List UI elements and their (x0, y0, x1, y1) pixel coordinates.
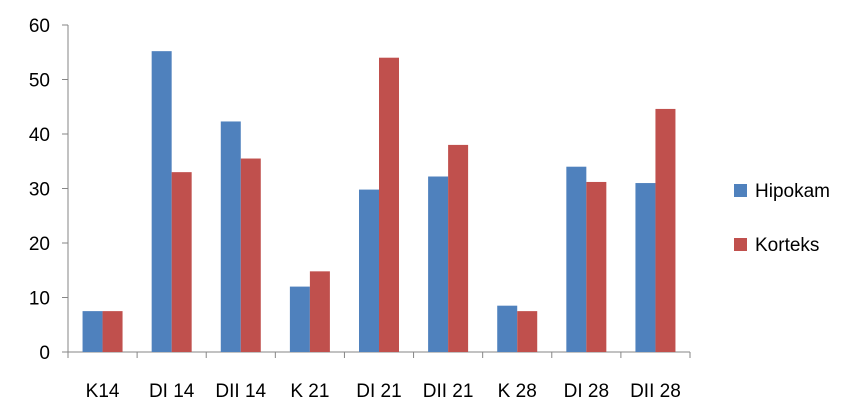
bar-korteks-1 (171, 172, 192, 352)
bar-korteks-0 (102, 311, 123, 352)
legend-swatch-korteks (734, 238, 747, 251)
bar-korteks-4 (379, 57, 399, 352)
legend-label-hipokam: Hipokam (755, 181, 830, 202)
y-tick-label: 40 (29, 125, 50, 146)
bar-korteks-5 (448, 144, 469, 352)
x-tick-label: K 21 (290, 381, 329, 402)
bar-hipokam-8 (635, 183, 656, 352)
bar-hipokam-6 (497, 305, 518, 352)
bar-korteks-3 (309, 271, 330, 352)
x-tick-label: DII 21 (423, 381, 474, 402)
x-tick-label: DI 14 (149, 381, 195, 402)
bar-hipokam-7 (566, 166, 587, 352)
x-tick-label: K14 (86, 381, 120, 402)
x-tick-label: DII 14 (215, 381, 266, 402)
bars (82, 51, 676, 353)
x-axis: K14 DI 14 DII 14 K 21 DI 21 DII 21 K 28 DI 28 DI… (67, 351, 691, 402)
y-tick-label: 10 (29, 289, 50, 310)
y-tick-label: 0 (39, 343, 50, 364)
bar-hipokam-0 (82, 311, 103, 352)
bar-hipokam-1 (151, 51, 172, 352)
bar-hipokam-3 (289, 286, 310, 352)
legend-swatch-hipokam (734, 184, 747, 197)
x-tick-label: DI 21 (356, 381, 401, 402)
bar-korteks-6 (517, 311, 538, 352)
x-tick-label: DII 28 (630, 381, 681, 402)
y-tick-label: 50 (29, 71, 50, 92)
legend-label-korteks: Korteks (755, 235, 819, 256)
bar-korteks-2 (240, 158, 261, 352)
legend: Hipokam Korteks (734, 181, 830, 256)
x-tick-label: DI 28 (564, 381, 609, 402)
y-tick-label: 30 (29, 180, 50, 201)
bar-hipokam-4 (359, 189, 379, 352)
bar-hipokam-5 (428, 176, 449, 352)
y-axis: 0 10 20 30 40 50 60 (29, 16, 69, 364)
y-tick-label: 60 (29, 16, 50, 37)
y-tick-label: 20 (29, 234, 50, 255)
x-tick-label: K 28 (498, 381, 537, 402)
bar-korteks-8 (655, 108, 676, 353)
bar-hipokam-2 (220, 121, 241, 352)
bar-korteks-7 (586, 181, 607, 352)
